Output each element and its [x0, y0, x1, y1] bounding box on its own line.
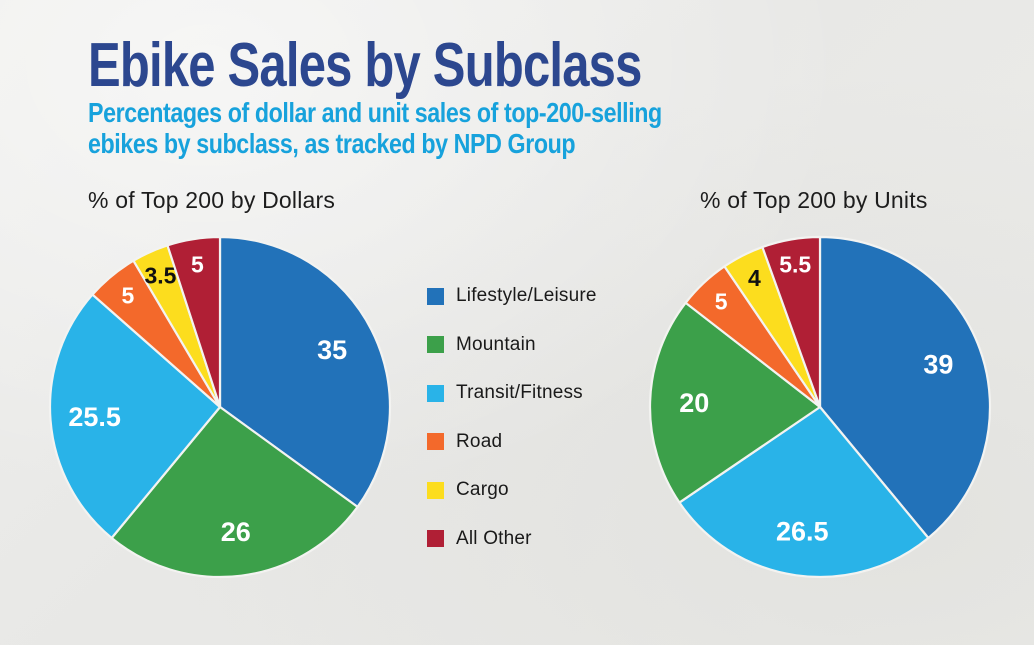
chart-title-dollars: % of Top 200 by Dollars [88, 187, 336, 213]
pie-slice-value: 5 [191, 251, 204, 277]
pie-chart-dollars: 35 26 25.5 5 3.5 5 [48, 235, 392, 579]
pie-slice-mountain [110, 405, 359, 579]
pie-slice-value: 20 [679, 388, 709, 418]
legend-label-road: Road [456, 430, 503, 452]
legend-swatch-road [427, 433, 444, 451]
pie-slice-value: 39 [923, 349, 953, 379]
pie-slice-value: 5.5 [779, 252, 811, 278]
page-subtitle-line-2: ebikes by subclass, as tracked by NPD Gr… [88, 128, 576, 159]
pie-slice-transit-fitness [678, 405, 930, 579]
page-title: Ebike Sales by Subclass [88, 31, 642, 100]
legend-swatch-transit-fitness [427, 384, 444, 402]
legend-item-mountain: Mountain [427, 321, 617, 370]
page-subtitle: Percentages of dollar and unit sales of … [88, 97, 662, 159]
legend-swatch-cargo [427, 481, 444, 499]
legend-swatch-all-other [427, 530, 444, 548]
pie-slice-value: 3.5 [145, 262, 177, 288]
pie-slice-all-other [761, 235, 822, 409]
pie-slice-value: 25.5 [68, 402, 121, 432]
pie-chart-units: 39 26.5 20 54 5.5 [648, 235, 992, 579]
legend-label-cargo: Cargo [456, 479, 509, 501]
legend-item-transit-fitness: Transit/Fitness [427, 369, 617, 418]
legend-label-mountain: Mountain [456, 333, 536, 355]
pie-slice-value: 35 [317, 335, 347, 365]
legend-item-all-other: All Other [427, 515, 617, 564]
pie-slice-lifestyle-leisure [218, 235, 392, 509]
pie-slice-value: 4 [748, 265, 761, 291]
legend-swatch-mountain [427, 336, 444, 354]
legend-item-lifestyle-leisure: Lifestyle/Leisure [427, 272, 617, 321]
pie-slice-all-other [166, 235, 222, 409]
pie-slice-value: 5 [715, 289, 728, 315]
pie-slice-mountain [648, 301, 822, 504]
legend-swatch-lifestyle-leisure [427, 287, 444, 305]
legend-item-cargo: Cargo [427, 466, 617, 515]
legend-label-transit-fitness: Transit/Fitness [456, 382, 583, 404]
chart-title-units: % of Top 200 by Units [700, 187, 928, 213]
pie-slice-value: 5 [122, 283, 135, 309]
legend-label-all-other: All Other [456, 527, 532, 549]
legend: Lifestyle/Leisure Mountain Transit/Fitne… [427, 272, 617, 563]
pie-slice-value: 26.5 [776, 517, 829, 547]
legend-item-road: Road [427, 418, 617, 467]
pie-slice-value: 26 [221, 517, 251, 547]
pie-slice-transit-fitness [48, 293, 222, 540]
legend-label-lifestyle-leisure: Lifestyle/Leisure [456, 285, 597, 307]
page-subtitle-line-1: Percentages of dollar and unit sales of … [88, 97, 662, 128]
pie-slice-lifestyle-leisure [818, 235, 992, 540]
